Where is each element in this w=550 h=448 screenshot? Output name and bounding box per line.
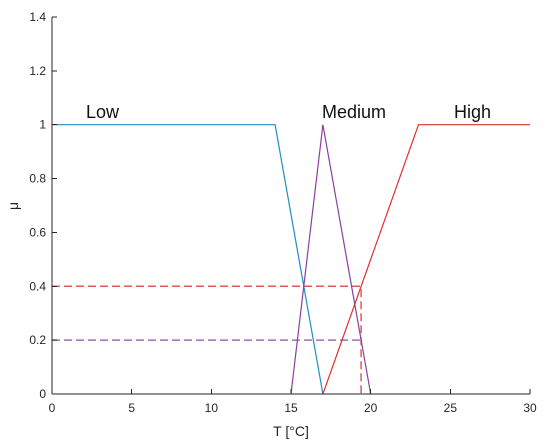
dashed-guide-line-0	[52, 285, 362, 394]
y-tick-label-1: 0.2	[29, 333, 46, 347]
y-tick-label-6: 1.2	[29, 64, 46, 78]
x-tick-label-1: 5	[128, 401, 135, 415]
y-tick-label-2: 0.4	[29, 279, 46, 293]
series-label-medium: Medium	[322, 102, 386, 122]
series-layer	[52, 124, 530, 395]
x-axis-title: T [°C]	[273, 423, 309, 439]
series-line-high	[322, 124, 530, 395]
x-axis-ticks: 0 5 10 15 20 25 30	[49, 389, 537, 415]
y-axis-ticks: 0 0.2 0.4 0.6 0.8 1 1.2 1.4	[29, 10, 57, 401]
y-tick-label-7: 1.4	[29, 10, 46, 24]
x-tick-label-3: 15	[284, 401, 298, 415]
y-axis-title: μ	[5, 202, 21, 210]
y-tick-label-4: 0.8	[29, 172, 46, 186]
x-tick-label-6: 30	[523, 401, 537, 415]
annotation-layer	[52, 285, 362, 394]
x-tick-label-4: 20	[364, 401, 378, 415]
y-tick-label-3: 0.6	[29, 225, 46, 239]
y-tick-label-0: 0	[39, 387, 46, 401]
y-tick-label-5: 1	[39, 118, 46, 132]
series-line-medium	[290, 124, 372, 395]
series-line-low	[52, 124, 324, 395]
x-tick-label-2: 10	[205, 401, 219, 415]
x-tick-label-0: 0	[49, 401, 56, 415]
x-tick-label-5: 25	[444, 401, 458, 415]
series-label-high: High	[454, 102, 491, 122]
series-label-low: Low	[86, 102, 120, 122]
